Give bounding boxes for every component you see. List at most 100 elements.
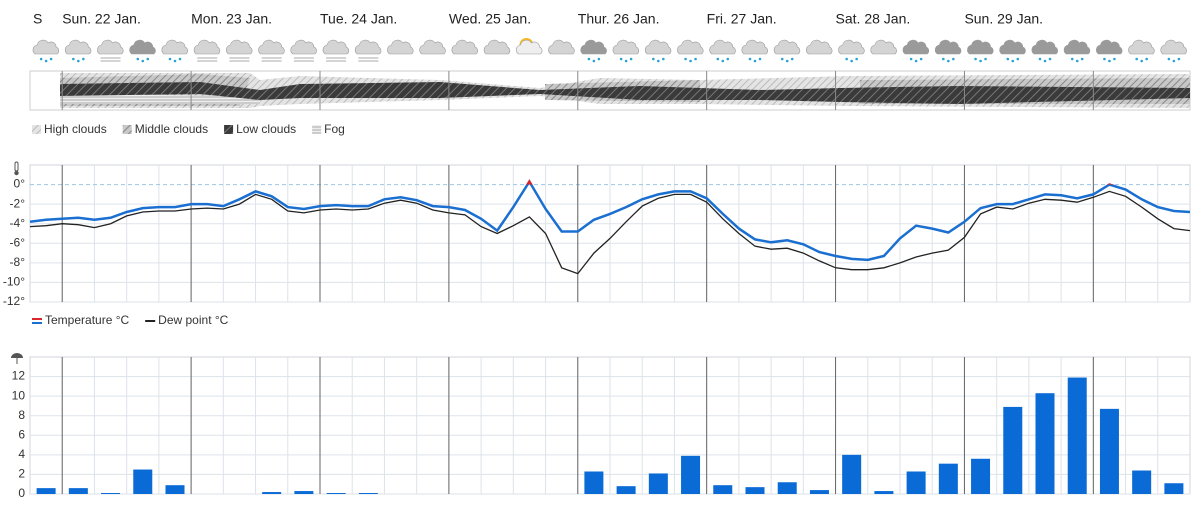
- snowflake: [1135, 57, 1138, 61]
- y-tick-label: 0: [18, 486, 25, 500]
- snowflake: [1038, 57, 1042, 61]
- bar: [1003, 406, 1023, 494]
- snowflake: [942, 57, 945, 61]
- snowflake: [1177, 57, 1181, 61]
- cloud: [129, 39, 156, 55]
- cloud: [226, 39, 253, 55]
- bar: [842, 454, 862, 494]
- weather-icon: [741, 39, 768, 63]
- cloud: [870, 39, 897, 55]
- weather-icons: [32, 38, 1187, 63]
- snowflake: [974, 57, 977, 61]
- bar: [1067, 377, 1087, 494]
- day-label: Sat. 28 Jan.: [836, 11, 911, 27]
- snowflake: [1103, 57, 1106, 61]
- cloud: [1063, 39, 1091, 55]
- snowflake: [748, 57, 752, 61]
- y-tick-label: -4°: [10, 216, 26, 230]
- snowflake: [716, 57, 720, 61]
- cloud-day-lines: [61, 71, 1094, 110]
- bar: [294, 491, 314, 494]
- day-label: Tue. 24 Jan.: [320, 11, 397, 27]
- bar: [262, 492, 282, 494]
- cloud: [999, 39, 1026, 55]
- cloud: [677, 39, 704, 55]
- snowflake: [790, 57, 794, 61]
- weather-icon: [516, 38, 543, 55]
- cloud: [483, 39, 511, 55]
- weather-icon: [97, 39, 124, 62]
- day-label: Sun. 29 Jan.: [964, 11, 1043, 27]
- day-headers: S Sun. 22 Jan. Mon. 23 Jan. Tue. 24 Jan. Wed…: [33, 11, 1043, 27]
- cloud: [1096, 39, 1123, 55]
- snowflake: [44, 59, 48, 63]
- snowflake: [624, 59, 628, 63]
- snowflake: [1172, 59, 1176, 63]
- bar: [101, 493, 121, 494]
- weather-icon: [934, 39, 962, 63]
- cloud: [193, 39, 221, 55]
- bar: [584, 471, 604, 494]
- bar: [809, 490, 829, 494]
- cloud: [967, 39, 994, 55]
- snowflake: [758, 57, 762, 61]
- snowflake: [694, 57, 697, 61]
- y-tick-label: 8: [18, 408, 25, 422]
- day-label: Mon. 23 Jan.: [191, 11, 272, 27]
- y-tick-label: 10: [12, 388, 26, 402]
- temperature-chart: 0° -2° -4° -6° -8° -10° -12°: [3, 161, 1191, 308]
- bar: [938, 463, 958, 494]
- day-label: Sun. 22 Jan.: [62, 11, 141, 27]
- fog: [60, 94, 260, 104]
- weather-icon: [64, 39, 92, 63]
- snowflake: [168, 57, 172, 61]
- y-tick-label: 6: [18, 427, 25, 441]
- snowflake: [726, 57, 730, 61]
- weather-icon: [451, 39, 478, 55]
- bar: [165, 485, 185, 494]
- snowflake: [919, 57, 923, 61]
- snowflake: [77, 59, 80, 63]
- bar: [1164, 483, 1184, 494]
- snowflake: [689, 59, 692, 63]
- snowflake: [1016, 57, 1020, 61]
- cloud: [516, 39, 543, 55]
- snowflake: [1070, 57, 1074, 61]
- cloud: [161, 39, 188, 55]
- weather-icon: [709, 39, 736, 63]
- snowflake: [146, 57, 150, 61]
- snowflake: [629, 57, 633, 61]
- snowflake: [855, 57, 858, 61]
- snowflake: [1080, 57, 1084, 61]
- cloud: [1031, 39, 1058, 55]
- cloud: [548, 39, 575, 55]
- precipitation-chart: 0 2 4 6 8 10 12: [11, 353, 1191, 500]
- weather-icon: [322, 39, 350, 62]
- snowflake: [136, 57, 140, 61]
- y-tick-label: -10°: [3, 275, 25, 289]
- y-tick-label: -6°: [10, 235, 26, 249]
- weather-icon: [258, 39, 285, 62]
- snowflake: [845, 57, 848, 61]
- snowflake: [587, 57, 591, 61]
- legend-label: Temperature °C: [45, 313, 129, 327]
- cloud: [64, 39, 92, 55]
- cloud: [902, 39, 930, 55]
- bar: [358, 493, 378, 494]
- snowflake: [173, 59, 177, 63]
- snowflake: [662, 57, 665, 61]
- snowflake: [592, 59, 596, 63]
- legend-label: Fog: [324, 122, 345, 136]
- day-label: Fri. 27 Jan.: [707, 11, 777, 27]
- legend-swatch: [122, 125, 132, 134]
- snowflake: [684, 57, 687, 61]
- weather-icon: [1096, 39, 1123, 63]
- bar: [326, 493, 346, 494]
- bar: [906, 471, 926, 494]
- cloud: [806, 39, 833, 55]
- weather-icon: [773, 39, 801, 63]
- snowflake: [1011, 59, 1015, 63]
- weather-icon: [644, 39, 672, 63]
- weather-icon: [290, 39, 317, 62]
